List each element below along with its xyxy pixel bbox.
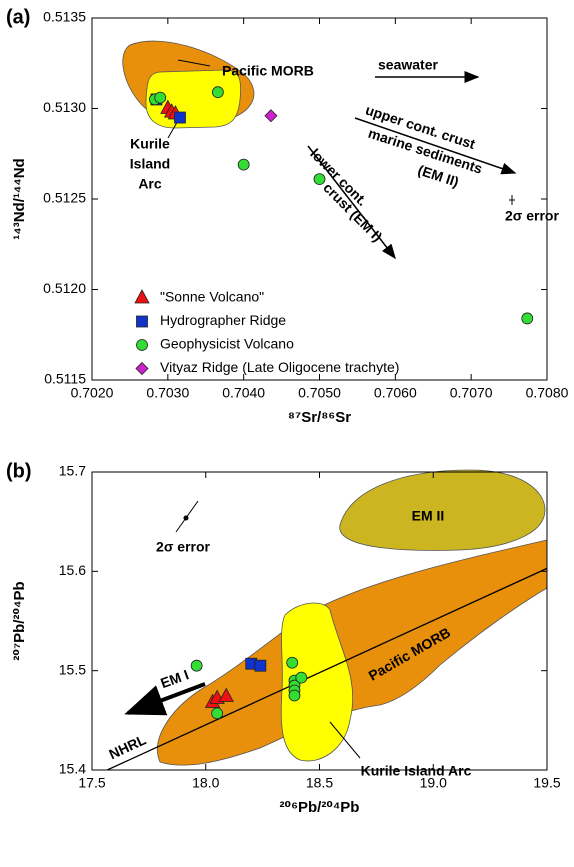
point: [190, 659, 203, 672]
x-tick-label: 0.7030: [146, 385, 189, 401]
annotation: Pacific MORB: [222, 63, 314, 79]
point: [286, 656, 299, 669]
y-tick-label: 0.5120: [43, 280, 86, 296]
point: [254, 659, 267, 672]
annotation: 2σ error: [156, 539, 210, 555]
legend-label: Hydrographer Ridge: [160, 312, 286, 328]
y-axis-label: ²⁰⁷Pb/²⁰⁴Pb: [11, 581, 28, 660]
x-tick-label: 0.7060: [374, 385, 417, 401]
legend-marker: [136, 339, 148, 351]
point: [288, 689, 301, 702]
x-tick-label: 0.7050: [298, 385, 341, 401]
kurile-arc-field: [280, 602, 354, 762]
annotation: EM II: [412, 508, 445, 524]
point: [211, 86, 224, 99]
leader: [329, 721, 361, 759]
arrow: [124, 682, 206, 716]
y-tick-label: 0.5130: [43, 99, 86, 115]
x-tick-label: 0.7040: [222, 385, 265, 401]
arrow: [354, 117, 517, 175]
legend-marker: [136, 315, 148, 328]
x-axis-label: ⁸⁷Sr/⁸⁶Sr: [288, 409, 351, 426]
annotation: Island: [130, 156, 170, 172]
point: [295, 671, 308, 684]
x-tick-label: 0.7020: [71, 385, 114, 401]
y-tick-label: 15.6: [59, 562, 86, 578]
x-tick-label: 18.0: [192, 775, 219, 791]
legend-label: Geophysicist Volcano: [160, 336, 294, 352]
point: [237, 158, 250, 171]
point: [218, 687, 234, 702]
reference-line: [105, 567, 547, 770]
x-tick-label: 19.5: [533, 775, 560, 791]
annotation: 2σ error: [505, 208, 559, 224]
x-axis-label: ²⁰⁶Pb/²⁰⁴Pb: [280, 799, 360, 816]
y-axis-label: ¹⁴³Nd/¹⁴⁴Nd: [11, 158, 28, 239]
point: [521, 312, 534, 325]
leader: [177, 59, 211, 67]
annotation: Kurile: [130, 136, 170, 152]
x-tick-label: 0.7070: [450, 385, 493, 401]
arrow: [307, 145, 396, 260]
point: [313, 173, 326, 185]
annotation: Kurile Island Arc: [361, 763, 472, 779]
y-tick-label: 15.5: [59, 661, 86, 677]
point: [211, 707, 224, 720]
y-tick-label: 15.7: [59, 463, 86, 479]
annotation: EM I: [158, 666, 191, 691]
point: [174, 111, 186, 124]
legend-marker: [134, 289, 150, 304]
x-tick-label: 18.5: [306, 775, 333, 791]
panel-label: (b): [6, 460, 32, 482]
em2-field: [339, 469, 546, 551]
y-tick-label: 0.5115: [44, 371, 86, 387]
y-tick-label: 0.5125: [43, 190, 86, 206]
legend-label: Vityaz Ridge (Late Oligocene trachyte): [160, 359, 399, 375]
panel-label: (a): [6, 6, 30, 28]
legend-marker: [135, 361, 149, 376]
y-tick-label: 0.5135: [43, 9, 86, 25]
reference-label: NHRL: [106, 731, 148, 762]
error-bar: [183, 515, 189, 521]
x-tick-label: 17.5: [78, 775, 105, 791]
x-tick-label: 19.0: [420, 775, 447, 791]
point: [264, 109, 278, 123]
annotation: Arc: [138, 176, 162, 192]
point: [154, 91, 167, 104]
y-tick-label: 15.4: [59, 761, 86, 777]
pacific-morb-field: [157, 539, 548, 766]
x-tick-label: 0.7080: [526, 385, 569, 401]
legend-label: "Sonne Volcano": [160, 289, 264, 305]
annotation: seawater: [378, 57, 438, 73]
